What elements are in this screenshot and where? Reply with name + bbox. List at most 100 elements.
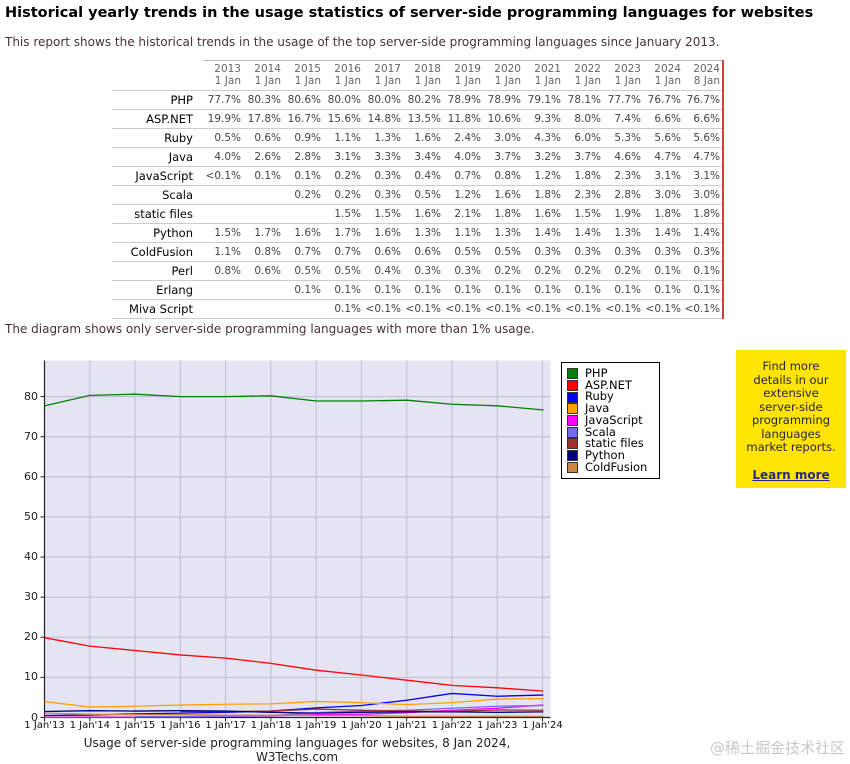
- table-cell: 1.8%: [683, 204, 724, 224]
- legend-swatch-icon: [567, 426, 578, 438]
- col-header: 2024 8 Jan: [683, 60, 724, 91]
- table-cell: 4.7%: [683, 147, 724, 167]
- table-cell: 1.6%: [523, 204, 563, 224]
- legend-item: Java: [567, 403, 655, 415]
- col-header: 2024 1 Jan: [643, 60, 683, 91]
- legend-swatch-icon: [567, 415, 578, 427]
- chart-caption: Usage of server-side programming languag…: [83, 736, 511, 764]
- table-cell: 1.8%: [643, 204, 683, 224]
- table-cell: 0.3%: [563, 242, 603, 262]
- legend-item: ASP.NET: [567, 379, 655, 392]
- table-cell: 2.4%: [443, 128, 483, 148]
- legend-label: Scala: [585, 424, 616, 439]
- table-cell: 5.3%: [603, 128, 643, 148]
- series-line: [44, 393, 544, 411]
- diagram-note: The diagram shows only server-side progr…: [5, 322, 535, 336]
- table-cell: 15.6%: [323, 109, 363, 129]
- table-cell: 0.9%: [283, 128, 323, 148]
- table-cell: 0.3%: [443, 261, 483, 281]
- table-cell: 80.0%: [323, 90, 363, 110]
- col-header: 2018 1 Jan: [403, 60, 443, 91]
- legend-item: JavaScript: [567, 412, 655, 427]
- legend-item: Ruby: [567, 391, 655, 403]
- x-tick-label: 1 Jan'22: [431, 720, 473, 731]
- table-cell: 0.1%: [483, 280, 523, 300]
- legend-item: static files: [567, 438, 655, 450]
- row-label: Python: [112, 223, 203, 243]
- table-cell: 4.3%: [523, 128, 563, 148]
- legend-item: Scala: [567, 426, 655, 438]
- table-cell: 0.1%: [243, 166, 283, 186]
- chart-legend: PHP ASP.NET Ruby Java JavaScript Scala static …: [561, 362, 660, 480]
- legend-swatch-icon: [567, 380, 578, 392]
- table-cell: <0.1%: [683, 299, 724, 319]
- legend-label: static files: [585, 436, 644, 451]
- table-cell: 0.5%: [283, 261, 323, 281]
- table-cell: 1.4%: [683, 223, 724, 243]
- table-cell: 0.1%: [363, 280, 403, 300]
- table-cell: 3.2%: [523, 147, 563, 167]
- table-cell: 0.1%: [523, 280, 563, 300]
- table-cell: 3.7%: [563, 147, 603, 167]
- table-cell: 3.7%: [483, 147, 523, 167]
- row-label: Erlang: [112, 280, 203, 300]
- table-cell: [283, 299, 323, 319]
- table-cell: 6.6%: [643, 109, 683, 129]
- table-cell: 1.1%: [443, 223, 483, 243]
- table-cell: 78.9%: [483, 90, 523, 110]
- col-header: 2023 1 Jan: [603, 60, 643, 91]
- x-tick-label: 1 Jan'18: [250, 720, 292, 731]
- table-cell: 0.1%: [683, 280, 724, 300]
- learn-more-link[interactable]: Learn more: [752, 467, 830, 482]
- usage-table: 2013 1 Jan 2014 1 Jan 2015 1 Jan 2016 1 Jan 2017…: [112, 60, 724, 319]
- watermark: @稀土掘金技术社区: [709, 739, 845, 757]
- table-cell: 8.0%: [563, 109, 603, 129]
- table-cell: 76.7%: [643, 90, 683, 110]
- series-line: [135, 704, 544, 718]
- x-tick-label: 1 Jan'21: [386, 720, 427, 731]
- legend-item: PHP: [567, 368, 655, 380]
- col-header: 2013 1 Jan: [203, 60, 243, 91]
- y-tick-label: 70: [24, 429, 38, 443]
- table-cell: 0.1%: [643, 280, 683, 300]
- table-cell: [243, 185, 283, 205]
- table-cell: 1.5%: [323, 204, 363, 224]
- table-cell: 0.7%: [443, 166, 483, 186]
- table-cell: 1.5%: [563, 204, 603, 224]
- table-cell: 5.6%: [683, 128, 724, 148]
- table-row: PHP 77.7% 80.3% 80.6% 80.0% 80.0% 80.2% 78.9% 78…: [112, 90, 724, 110]
- table-cell: 0.1%: [643, 261, 683, 281]
- y-tick-label: 10: [24, 670, 38, 684]
- legend-item: Python: [567, 447, 655, 462]
- table-cell: 0.1%: [443, 280, 483, 300]
- table-cell: 0.7%: [323, 242, 363, 262]
- table-cell: 1.7%: [243, 223, 283, 243]
- x-tick-label: 1 Jan'16: [160, 720, 201, 731]
- x-tick-label: 1 Jan'19: [295, 720, 337, 731]
- table-cell: 0.6%: [243, 261, 283, 281]
- y-tick-label: 30: [24, 590, 38, 604]
- x-tick-label: 1 Jan'17: [205, 720, 246, 731]
- col-header: 2021 1 Jan: [523, 60, 563, 91]
- col-header: 2019 1 Jan: [443, 60, 483, 91]
- table-cell: 0.1%: [323, 299, 363, 319]
- row-label: ColdFusion: [112, 242, 203, 262]
- table-cell: <0.1%: [523, 299, 563, 319]
- table-row: static files 1.5% 1.5% 1.6% 2.1% 1.8% 1.6% 1.5%…: [112, 204, 724, 224]
- table-cell: 80.6%: [283, 90, 323, 110]
- row-label: Perl: [112, 261, 203, 281]
- table-cell: [203, 185, 243, 205]
- legend-label: Python: [585, 447, 625, 462]
- table-cell: 0.6%: [363, 242, 403, 262]
- row-label: Miva Script: [112, 299, 203, 319]
- table-row: ColdFusion 1.1% 0.8% 0.7% 0.7% 0.6% 0.6% 0.5% 0.…: [112, 242, 724, 262]
- table-row: JavaScript <0.1% 0.1% 0.1% 0.2% 0.3% 0.4% 0.7% 0…: [112, 166, 724, 186]
- table-cell: 0.3%: [603, 242, 643, 262]
- table-cell: 2.8%: [283, 147, 323, 167]
- legend-swatch-icon: [567, 450, 578, 462]
- table-cell: 78.9%: [443, 90, 483, 110]
- page-subtitle: This report shows the historical trends …: [5, 35, 720, 49]
- table-cell: <0.1%: [403, 299, 443, 319]
- legend-label: JavaScript: [585, 412, 643, 427]
- table-cell: 3.1%: [683, 166, 724, 186]
